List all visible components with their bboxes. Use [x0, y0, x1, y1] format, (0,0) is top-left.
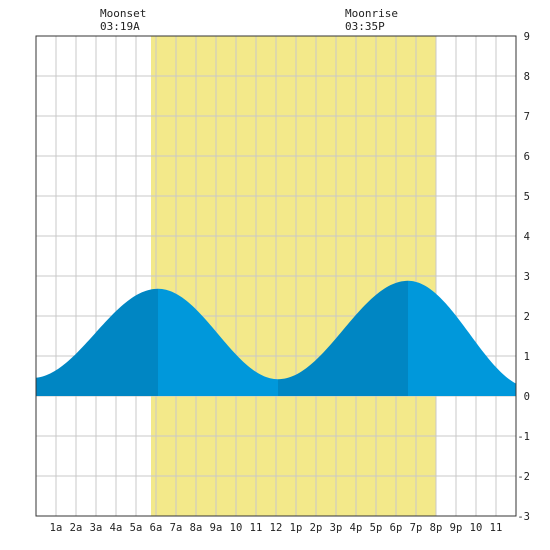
x-tick-label: 10 [470, 522, 483, 534]
x-tick-label: 8a [190, 522, 203, 534]
y-tick-label: 3 [524, 271, 530, 283]
y-tick-label: 0 [524, 391, 530, 403]
y-tick-label: 9 [524, 31, 530, 43]
x-tick-label: 4a [110, 522, 123, 534]
y-tick-label: 8 [524, 71, 530, 83]
moonrise-time: 03:35P [345, 20, 385, 33]
x-tick-label: 8p [430, 522, 443, 534]
y-tick-label: -1 [517, 431, 530, 443]
y-tick-label: 2 [524, 311, 530, 323]
x-tick-label: 12 [270, 522, 283, 534]
x-tick-label: 6p [390, 522, 403, 534]
y-tick-label: 6 [524, 151, 530, 163]
plot-frame [35, 35, 517, 517]
x-tick-label: 9p [450, 522, 463, 534]
x-tick-label: 7a [170, 522, 183, 534]
y-tick-label: 7 [524, 111, 530, 123]
y-tick-label: 5 [524, 191, 530, 203]
x-tick-label: 3a [90, 522, 103, 534]
moonset-time: 03:19A [100, 20, 140, 33]
y-tick-label: -3 [517, 511, 530, 523]
x-tick-label: 10 [230, 522, 243, 534]
x-tick-label: 4p [350, 522, 363, 534]
x-tick-label: 9a [210, 522, 223, 534]
tide-area-rising [36, 288, 158, 396]
x-tick-label: 5p [370, 522, 383, 534]
y-tick-label: 4 [524, 231, 530, 243]
tide-area-rising [278, 280, 408, 396]
x-tick-label: 6a [150, 522, 163, 534]
y-tick-label: -2 [517, 471, 530, 483]
x-tick-label: 11 [250, 522, 263, 534]
x-tick-label: 3p [330, 522, 343, 534]
x-tick-label: 11 [490, 522, 503, 534]
x-tick-label: 5a [130, 522, 143, 534]
moonset-label: Moonset 03:19A [100, 7, 146, 33]
tide-area-falling [408, 280, 516, 396]
x-tick-label: 2p [310, 522, 323, 534]
x-tick-label: 7p [410, 522, 423, 534]
x-tick-label: 1p [290, 522, 303, 534]
moonrise-title: Moonrise [345, 7, 398, 20]
x-tick-label: 1a [50, 522, 63, 534]
tide-area-falling [158, 288, 278, 396]
moonset-title: Moonset [100, 7, 147, 20]
x-tick-label: 2a [70, 522, 83, 534]
moonrise-label: Moonrise 03:35P [345, 7, 398, 33]
y-tick-label: 1 [524, 351, 530, 363]
